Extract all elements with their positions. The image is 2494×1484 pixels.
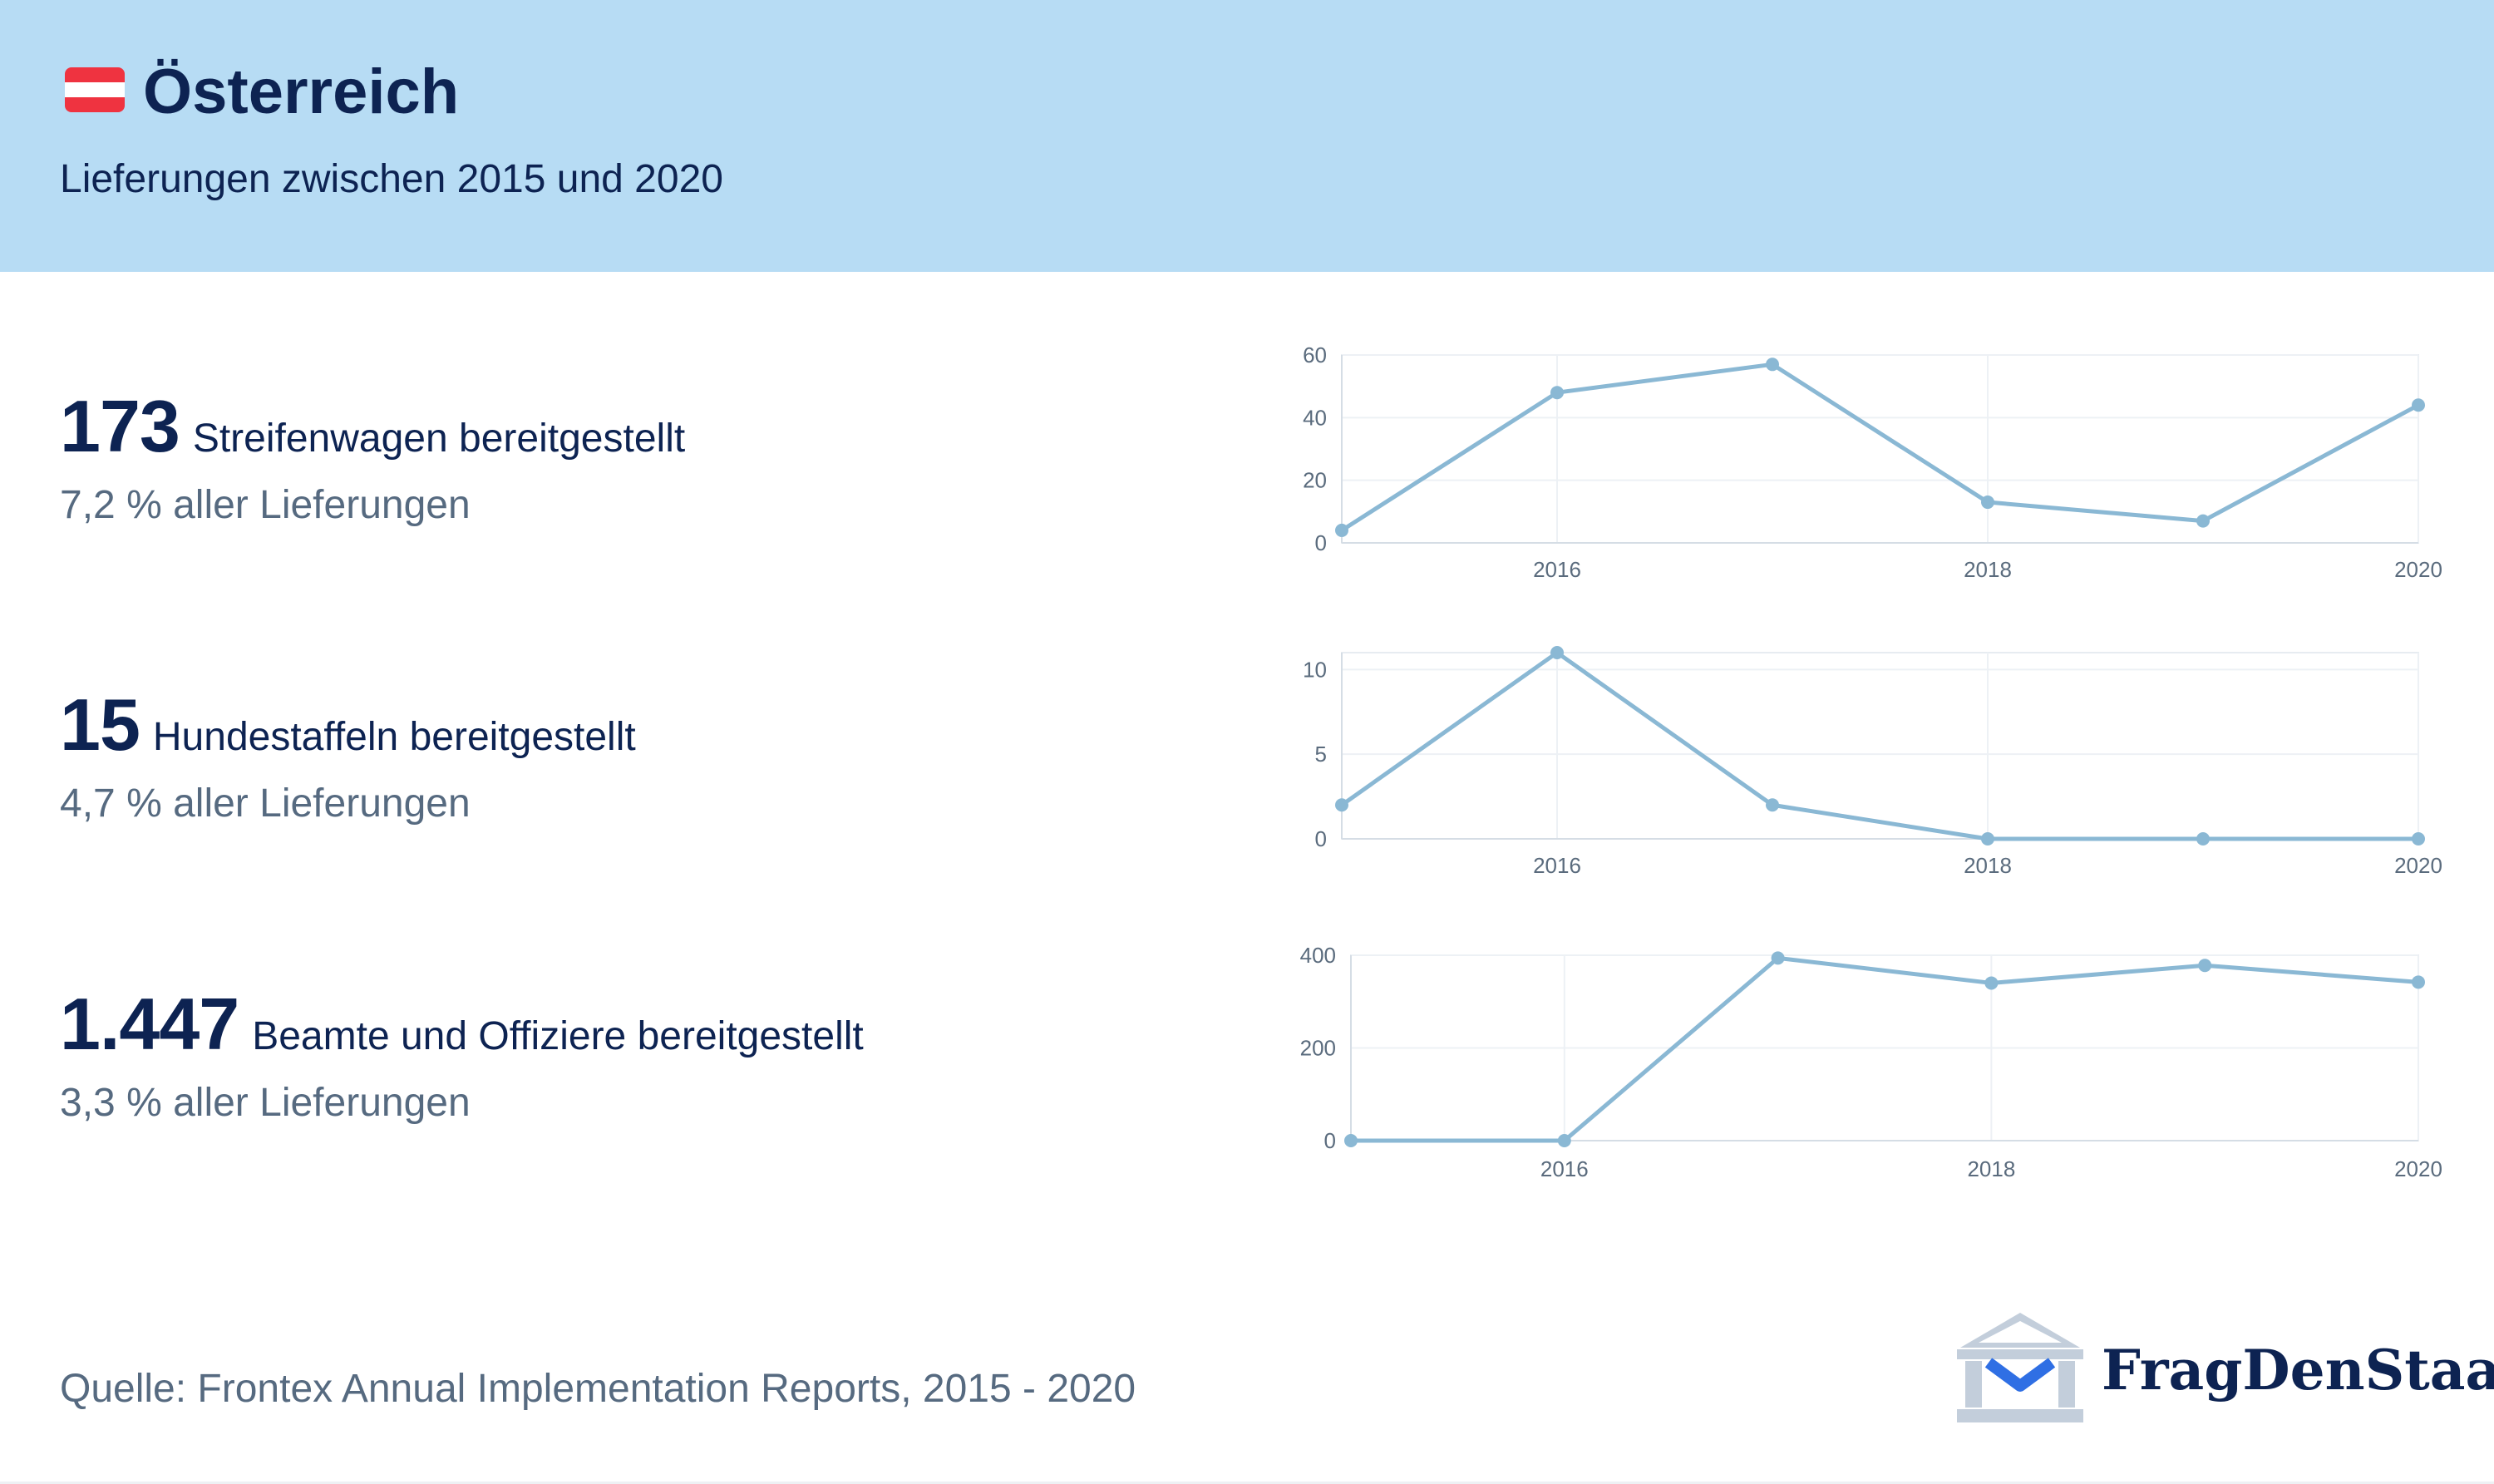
line-chart-streifenwagen: 0 20 40 60 2016 2018 2020 bbox=[1303, 343, 2442, 582]
y-tick-label: 0 bbox=[1315, 826, 1327, 851]
data-point bbox=[1766, 357, 1779, 372]
x-tick-label: 2016 bbox=[1540, 1156, 1589, 1181]
page-title: Österreich bbox=[143, 57, 460, 127]
plot-frame bbox=[1341, 354, 2419, 544]
stat-value: 173 bbox=[60, 385, 180, 467]
data-point bbox=[1344, 1134, 1358, 1147]
line-chart-beamte: 0 200 400 2016 2018 2020 bbox=[1300, 943, 2442, 1181]
stat-label: Hundestaffeln bereitgestellt bbox=[152, 715, 636, 759]
data-point bbox=[2412, 832, 2425, 846]
y-tick-label: 40 bbox=[1303, 405, 1327, 430]
stat-share: 7,2 % aller Lieferungen bbox=[60, 483, 471, 527]
flag-stripe-top bbox=[65, 67, 125, 82]
building-icon bbox=[1957, 1313, 2083, 1422]
x-tick-label: 2020 bbox=[2394, 557, 2442, 582]
logo-wordmark: FragDenStaat bbox=[2102, 1338, 2494, 1403]
y-tick-label: 0 bbox=[1324, 1128, 1336, 1153]
data-point bbox=[2196, 514, 2210, 528]
x-tick-label: 2018 bbox=[1967, 1156, 2015, 1181]
data-point bbox=[1981, 495, 1994, 510]
data-point bbox=[2412, 398, 2425, 412]
y-tick-label: 400 bbox=[1300, 943, 1336, 968]
data-point bbox=[1981, 832, 1994, 846]
x-tick-label: 2016 bbox=[1533, 557, 1581, 582]
flag-stripe-bottom bbox=[65, 97, 125, 112]
line-chart-hundestaffeln: 0 5 10 2016 2018 2020 bbox=[1303, 646, 2442, 878]
series-line bbox=[1351, 955, 2419, 1143]
data-point bbox=[1550, 386, 1564, 400]
plot-frame bbox=[1341, 652, 2419, 840]
header-banner: Österreich Lieferungen zwischen 2015 und… bbox=[0, 0, 2494, 272]
data-point bbox=[1335, 798, 1348, 812]
stat-share: 4,7 % aller Lieferungen bbox=[60, 781, 471, 826]
stat-share: 3,3 % aller Lieferungen bbox=[60, 1081, 471, 1125]
data-point bbox=[1557, 1134, 1571, 1147]
x-tick-label: 2020 bbox=[2394, 853, 2442, 878]
source-note: Quelle: Frontex Annual Implementation Re… bbox=[60, 1367, 1136, 1411]
data-point bbox=[1335, 523, 1348, 537]
stat-block-streifenwagen: 173 Streifenwagen bereitgestellt 7,2 % a… bbox=[60, 384, 685, 528]
stat-label: Streifenwagen bereitgestellt bbox=[192, 417, 686, 461]
y-tick-label: 20 bbox=[1303, 468, 1327, 493]
x-tick-label: 2018 bbox=[1964, 853, 2012, 878]
flag-stripe-middle bbox=[65, 82, 125, 97]
x-tick-label: 2018 bbox=[1964, 557, 2012, 582]
y-tick-label: 10 bbox=[1303, 657, 1327, 682]
stat-value: 1.447 bbox=[60, 983, 239, 1065]
x-tick-label: 2020 bbox=[2394, 1156, 2442, 1181]
series-line bbox=[1340, 650, 2418, 841]
stat-block-beamte: 1.447 Beamte und Offiziere bereitgestell… bbox=[60, 982, 864, 1126]
stat-block-hundestaffeln: 15 Hundestaffeln bereitgestellt 4,7 % al… bbox=[60, 683, 636, 826]
data-point bbox=[1766, 798, 1779, 812]
y-tick-label: 200 bbox=[1300, 1036, 1336, 1061]
stat-label: Beamte und Offiziere bereitgestellt bbox=[252, 1014, 864, 1058]
bottom-divider bbox=[0, 1482, 2494, 1484]
page-subtitle: Lieferungen zwischen 2015 und 2020 bbox=[60, 157, 723, 201]
series-line bbox=[1340, 362, 2420, 533]
y-tick-label: 0 bbox=[1315, 530, 1327, 555]
fragdenstaat-logo: FragDenStaat bbox=[1954, 1309, 2494, 1426]
data-point bbox=[1771, 951, 1785, 965]
data-point bbox=[2198, 959, 2212, 973]
data-point bbox=[1550, 646, 1564, 659]
stat-value: 15 bbox=[60, 683, 140, 766]
data-point bbox=[1984, 976, 1999, 990]
data-point bbox=[2196, 832, 2210, 846]
y-tick-label: 60 bbox=[1303, 343, 1327, 367]
y-tick-label: 5 bbox=[1315, 742, 1327, 767]
x-tick-label: 2016 bbox=[1533, 853, 1581, 878]
austria-flag-icon bbox=[65, 67, 125, 112]
data-point bbox=[2412, 975, 2425, 989]
